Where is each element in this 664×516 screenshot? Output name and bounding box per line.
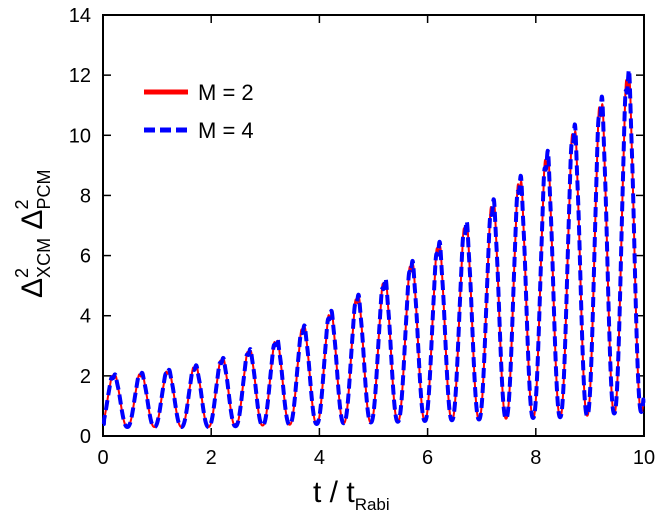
series-layer: [101, 67, 646, 429]
y-tick-label: 2: [80, 366, 91, 388]
y-tick-label: 12: [69, 65, 91, 87]
x-tick-label: 8: [530, 447, 541, 469]
x-tick-label: 10: [633, 447, 655, 469]
y-tick-label: 14: [69, 5, 91, 27]
x-axis-title: t / tRabi: [313, 476, 390, 514]
series-line-m4: [101, 67, 646, 429]
y-tick-label: 0: [80, 426, 91, 448]
y-axis-title: Δ2 XCM Δ2 PCM: [12, 170, 54, 298]
y-tick-label: 6: [80, 246, 91, 268]
x-tick-label: 0: [97, 447, 108, 469]
y-axis-title-delta-p: Δ: [16, 210, 49, 230]
x-axis-title-subscript: Rabi: [355, 495, 390, 514]
legend-label-m2: M = 2: [198, 80, 254, 105]
y-axis-title-sub-x: XCM: [34, 238, 54, 278]
plot-frame: [102, 14, 645, 437]
x-tick-label: 4: [314, 447, 325, 469]
y-tick-label: 10: [69, 125, 91, 147]
x-tick-label: 6: [422, 447, 433, 469]
legend-label-m4: M = 4: [198, 118, 254, 143]
y-tick-labels: 0 2 4 6 8 10 12 14: [69, 5, 91, 448]
y-axis-title-sup-p: 2: [12, 200, 32, 210]
y-tick-label: 8: [80, 185, 91, 207]
axis-ticks: [102, 14, 645, 437]
y-tick-label: 4: [80, 306, 91, 328]
legend: M = 2 M = 4: [144, 80, 254, 143]
x-axis-title-main: t / t: [313, 476, 355, 509]
x-tick-labels: 0 2 4 6 8 10: [97, 447, 655, 469]
y-axis-title-delta-x: Δ: [16, 278, 49, 298]
y-axis-title-sub-p: PCM: [34, 170, 54, 210]
y-axis-title-sup-x: 2: [12, 268, 32, 278]
x-tick-label: 2: [206, 447, 217, 469]
